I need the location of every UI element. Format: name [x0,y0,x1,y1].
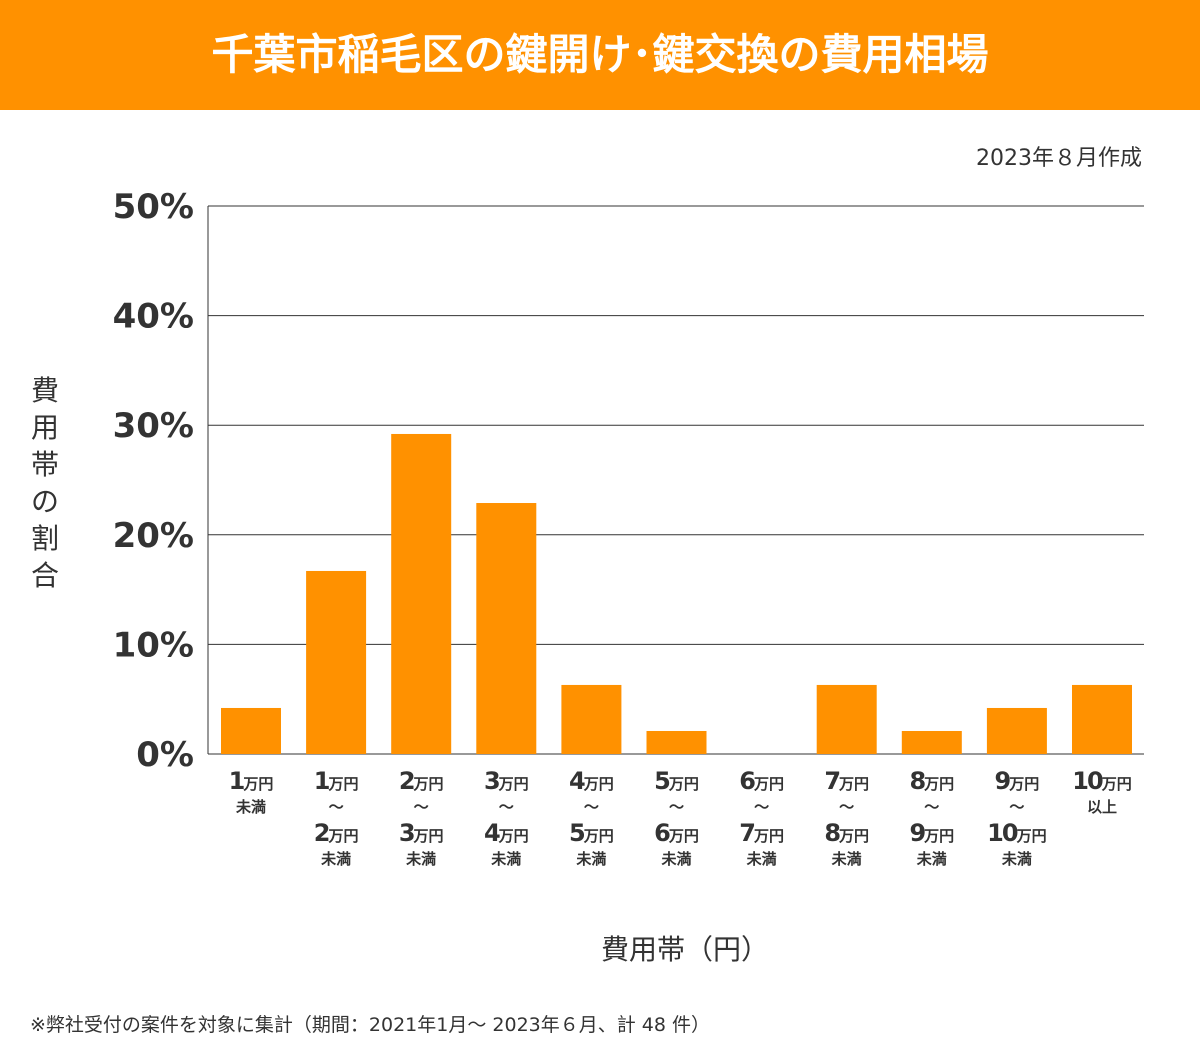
bar [986,707,1047,754]
x-tick-label: 1万円〜 2万円 未満 [313,767,359,868]
bar [816,684,877,754]
x-tick-label: 3万円〜 4万円 未満 [483,767,529,868]
x-tick-label: 1万円 未満 [228,767,274,816]
bar [221,707,281,754]
y-tick-label: 10% [113,625,194,665]
footnote: ※弊社受付の案件を対象に集計（期間：2021年1月～ 2023年６月、計 48 … [30,1014,711,1036]
bar [646,730,707,754]
bar [476,503,537,754]
x-tick-label: 6万円〜 7万円 未満 [739,767,784,868]
date-note: 2023年８月作成 [976,146,1142,171]
bar [1072,684,1132,754]
bar [561,684,622,754]
x-axis-label: 費用帯（円） [600,933,769,966]
y-axis-label: 費用帯の割合 [30,374,59,592]
y-tick-label: 20% [113,516,194,556]
bar [306,570,367,754]
x-tick-label: 7万円〜 8万円 未満 [824,767,870,868]
y-tick-label: 30% [113,406,194,446]
chart-title: 千葉市稲毛区の鍵開け･鍵交換の費用相場 [211,30,989,79]
y-tick-label: 0% [136,735,194,775]
bar [901,730,962,754]
x-tick-label: 10万円 以上 [1072,767,1132,816]
x-tick-label: 4万円〜 5万円 未満 [569,767,614,868]
x-tick-label: 5万円〜 6万円 未満 [654,767,699,868]
x-tick-label: 2万円〜 3万円 未満 [398,767,444,868]
y-tick-label: 40% [113,297,194,337]
bar [391,433,452,754]
x-tick-label: 9万円〜 10万円 未満 [987,767,1047,868]
y-tick-label: 50% [113,187,194,227]
header-bar [0,0,1200,110]
x-tick-label: 8万円〜 9万円 未満 [909,767,955,868]
